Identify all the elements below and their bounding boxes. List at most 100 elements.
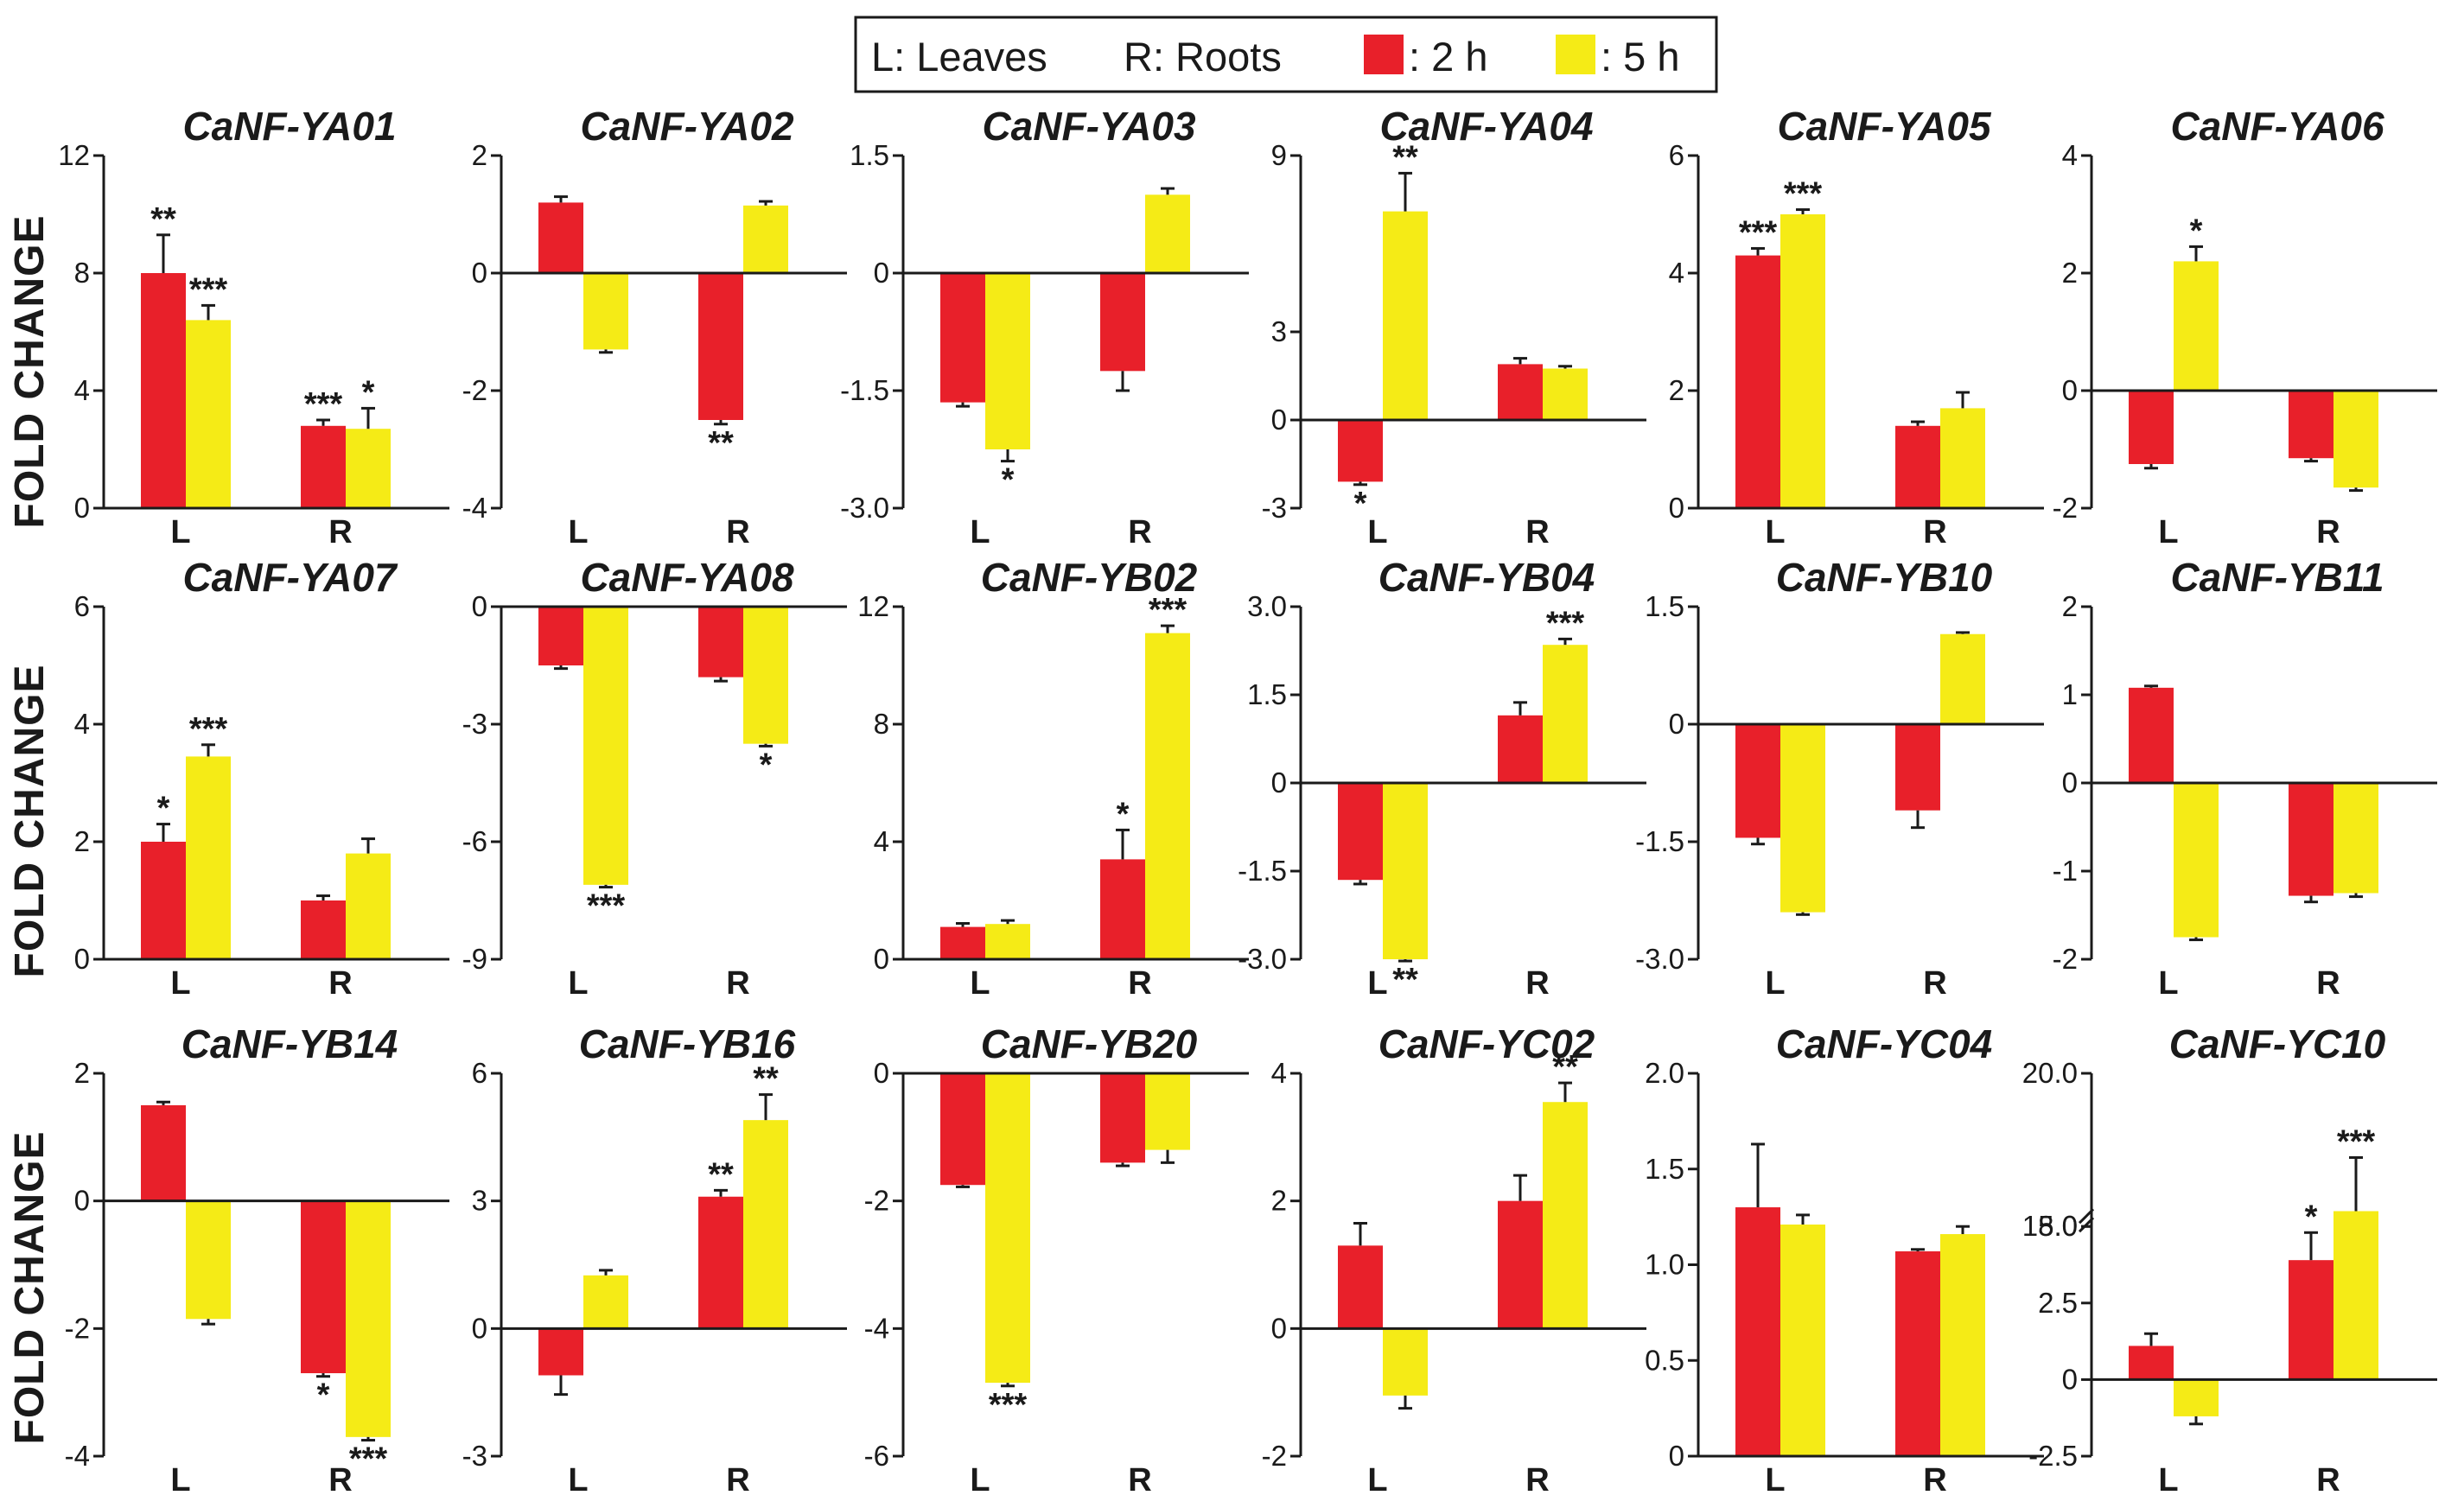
significance-label: ** [1392, 962, 1418, 998]
legend-label-2h: : 2 h [1409, 34, 1487, 80]
y-tick-label: 5.0 [2038, 1210, 2078, 1242]
y-tick-label: 4 [74, 708, 90, 740]
y-tick-label: 3 [1271, 315, 1287, 347]
y-tick-label: -2 [864, 1185, 889, 1217]
bar-l-2h [538, 1328, 583, 1376]
bar-l-5h [1383, 1328, 1428, 1396]
category-label: L [1367, 1462, 1387, 1498]
y-tick-label: -3 [462, 708, 487, 740]
bar-l-2h [1735, 1207, 1780, 1456]
bar-r-2h [2289, 391, 2333, 459]
y-tick-label: -3.0 [1635, 943, 1684, 975]
y-tick-label: -3 [1262, 492, 1287, 524]
bar-r-5h [743, 607, 788, 744]
panel-title: CaNF-YA08 [580, 555, 794, 600]
bar-r-2h [2289, 1260, 2333, 1380]
bar-r-2h [698, 273, 743, 420]
category-label: R [1923, 1462, 1946, 1498]
bar-r-5h [1543, 368, 1588, 420]
y-tick-label: 0 [2062, 1363, 2078, 1395]
y-tick-label: -3.0 [840, 492, 889, 524]
legend-swatch-5h [1556, 35, 1595, 74]
y-tick-label: 1.5 [1247, 678, 1287, 710]
category-label: R [1128, 1462, 1151, 1498]
significance-label: ** [708, 1156, 734, 1193]
bar-r-5h [346, 853, 391, 959]
y-tick-label: 8 [874, 708, 889, 740]
category-label: L [2158, 514, 2178, 550]
bar-l-2h [2129, 1346, 2174, 1380]
bar-r-5h [743, 205, 788, 273]
y-tick-label: -6 [462, 825, 487, 857]
y-tick-label: -9 [462, 943, 487, 975]
bar-l-2h [141, 842, 186, 959]
category-label: L [970, 514, 990, 550]
panel-title: CaNF-YA01 [182, 104, 396, 149]
significance-label: * [1117, 796, 1130, 832]
y-tick-label: 18.0 [2022, 1210, 2078, 1242]
significance-label: *** [349, 1441, 388, 1478]
y-tick-label: 12 [58, 139, 90, 171]
y-tick-label: 9 [1271, 139, 1287, 171]
significance-label: ** [1552, 1049, 1578, 1085]
panel-title: CaNF-YB02 [981, 555, 1198, 600]
panel-canf-ya03: CaNF-YA03 -3.0 -1.5 0 1.5 * L R [840, 104, 1249, 550]
panel-title: CaNF-YA04 [1379, 104, 1593, 149]
category-label: R [328, 514, 352, 550]
bar-r-5h [1145, 1073, 1190, 1150]
significance-label: ** [1392, 139, 1418, 175]
y-tick-label: -2 [2053, 492, 2078, 524]
bar-r-5h [743, 1120, 788, 1329]
y-tick-label: -1.5 [1635, 825, 1684, 857]
y-tick-label: -2 [65, 1312, 90, 1344]
bar-r-5h [346, 429, 391, 508]
significance-label: * [157, 791, 170, 827]
significance-label: *** [1149, 592, 1187, 628]
y-tick-label: 4 [1669, 257, 1684, 289]
bar-r-5h [1145, 633, 1190, 959]
y-tick-label: -1.5 [1238, 855, 1287, 887]
y-tick-label: 2 [2062, 257, 2078, 289]
bar-l-2h [2129, 687, 2174, 783]
y-tick-label: 0 [874, 943, 889, 975]
bar-r-5h [1940, 408, 1985, 508]
y-tick-label: 0 [74, 492, 90, 524]
category-label: L [568, 1462, 588, 1498]
y-tick-label: 2 [74, 825, 90, 857]
y-tick-label: -2 [462, 374, 487, 406]
y-tick-label: 4 [1271, 1057, 1287, 1089]
y-tick-label: 0.5 [1645, 1344, 1684, 1376]
bar-l-2h [940, 926, 985, 959]
category-label: R [1525, 1462, 1549, 1498]
y-tick-label: 2 [1669, 374, 1684, 406]
bar-r-2h [301, 900, 346, 959]
significance-label: * [2305, 1199, 2318, 1235]
y-tick-label: 2.0 [1645, 1057, 1684, 1089]
y-tick-label: 1.5 [850, 139, 889, 171]
bar-l-5h [1780, 1224, 1825, 1456]
bar-l-5h [2174, 1379, 2219, 1416]
significance-label: ** [708, 425, 734, 461]
panel-title: CaNF-YA02 [580, 104, 794, 149]
panel-canf-yc10: CaNF-YC10-2.502.55.018.020.0****L R [2022, 1021, 2437, 1498]
y-tick-label: 6 [74, 590, 90, 622]
y-tick-label: -1.5 [840, 374, 889, 406]
panel-title: CaNF-YC02 [1378, 1021, 1595, 1066]
bar-r-2h [698, 607, 743, 678]
bar-l-5h [186, 756, 231, 959]
panel-canf-yb04: CaNF-YB04-3.0-1.501.53.0*****L R [1238, 555, 1646, 1002]
bar-l-5h [985, 1073, 1030, 1384]
panel-canf-yc04: CaNF-YC04 0 0.5 1.0 1.5 2.0 L R [1645, 1021, 2044, 1498]
bar-l-5h [186, 320, 231, 508]
panel-title: CaNF-YA03 [982, 104, 1196, 149]
y-tick-label: -6 [864, 1440, 889, 1472]
bar-r-5h [1940, 633, 1985, 724]
y-tick-label: -3.0 [1238, 943, 1287, 975]
category-label: R [1525, 965, 1549, 1002]
y-tick-label: 2.5 [2038, 1287, 2078, 1319]
category-label: R [2316, 514, 2340, 550]
bar-r-2h [1100, 859, 1145, 959]
